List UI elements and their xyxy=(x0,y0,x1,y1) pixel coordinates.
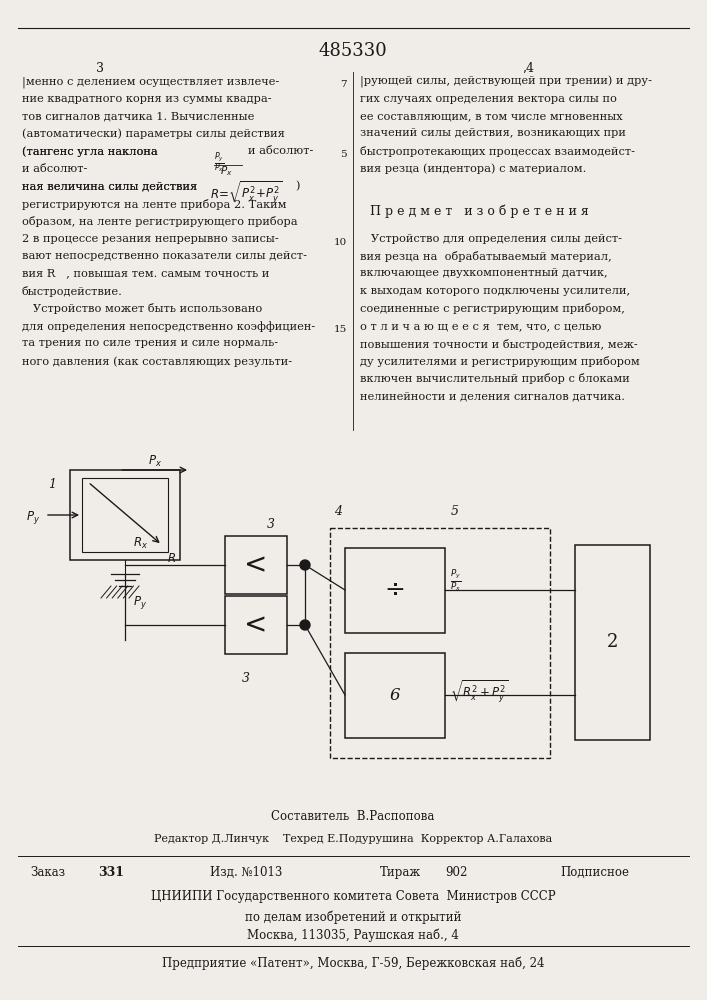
Text: $P_x$: $P_x$ xyxy=(220,164,233,178)
Text: $R\!=\!\sqrt{P_x^2\!+\!P_y^2}$: $R\!=\!\sqrt{P_x^2\!+\!P_y^2}$ xyxy=(210,180,283,206)
Text: ): ) xyxy=(295,181,300,191)
Text: ние квадратного корня из суммы квадра-: ние квадратного корня из суммы квадра- xyxy=(22,94,271,104)
Text: Заказ: Заказ xyxy=(30,866,65,879)
Text: вия резца (индентора) с материалом.: вия резца (индентора) с материалом. xyxy=(360,163,586,174)
Text: 1: 1 xyxy=(48,478,56,491)
Text: <: < xyxy=(245,551,268,579)
Text: 3: 3 xyxy=(242,672,250,685)
Text: ная величина силы действия: ная величина силы действия xyxy=(22,181,197,191)
Text: быстропротекающих процессах взаимодейст-: быстропротекающих процессах взаимодейст- xyxy=(360,146,635,157)
Bar xyxy=(330,528,550,758)
Text: к выходам которого подключены усилители,: к выходам которого подключены усилители, xyxy=(360,286,630,296)
Bar xyxy=(575,545,650,740)
Text: Составитель  В.Распопова: Составитель В.Распопова xyxy=(271,810,435,823)
Text: включающее двухкомпонентный датчик,: включающее двухкомпонентный датчик, xyxy=(360,268,607,278)
Text: тов сигналов датчика 1. Вычисленные: тов сигналов датчика 1. Вычисленные xyxy=(22,111,255,121)
Bar xyxy=(345,653,445,738)
Text: по делам изобретений и открытий: по делам изобретений и открытий xyxy=(245,910,461,924)
Text: 5: 5 xyxy=(340,150,347,159)
Text: Устройство может быть использовано: Устройство может быть использовано xyxy=(22,304,262,314)
Bar xyxy=(70,470,180,560)
Text: |менно с делением осуществляет извлече-: |менно с делением осуществляет извлече- xyxy=(22,76,279,88)
Text: 3: 3 xyxy=(267,518,275,531)
Text: Подписное: Подписное xyxy=(560,866,629,879)
Text: 3: 3 xyxy=(96,62,104,75)
Text: и абсолют-: и абсолют- xyxy=(22,163,88,174)
Text: 4: 4 xyxy=(526,62,534,75)
Bar xyxy=(82,478,168,552)
Text: (тангенс угла наклона: (тангенс угла наклона xyxy=(22,146,158,157)
Text: Редактор Д.Линчук    Техред Е.Подурушина  Корректор А.Галахова: Редактор Д.Линчук Техред Е.Подурушина Ко… xyxy=(154,834,552,844)
Text: ,: , xyxy=(523,62,527,75)
Text: образом, на ленте регистрирующего прибора: образом, на ленте регистрирующего прибор… xyxy=(22,216,298,227)
Bar xyxy=(345,548,445,633)
Text: 5: 5 xyxy=(451,505,459,518)
Text: регистрируются на ленте прибора 2. Таким: регистрируются на ленте прибора 2. Таким xyxy=(22,198,286,210)
Text: Москва, 113035, Раушская наб., 4: Москва, 113035, Раушская наб., 4 xyxy=(247,928,459,942)
Text: для определения непосредственно коэффициен-: для определения непосредственно коэффици… xyxy=(22,321,315,332)
Text: гих случаях определения вектора силы по: гих случаях определения вектора силы по xyxy=(360,94,617,104)
Text: Предприятие «Патент», Москва, Г-59, Бережковская наб, 24: Предприятие «Патент», Москва, Г-59, Бере… xyxy=(162,956,544,970)
Text: (автоматически) параметры силы действия: (автоматически) параметры силы действия xyxy=(22,128,285,139)
Circle shape xyxy=(300,560,310,570)
Text: и абсолют-: и абсолют- xyxy=(248,146,313,156)
Text: 331: 331 xyxy=(98,866,124,879)
Text: $\frac{P_y}{P_x}$: $\frac{P_y}{P_x}$ xyxy=(214,150,224,175)
Text: 15: 15 xyxy=(334,325,347,334)
Text: $R_x$: $R_x$ xyxy=(133,536,148,551)
Text: вия резца на  обрабатываемый материал,: вия резца на обрабатываемый материал, xyxy=(360,251,612,262)
Text: |рующей силы, действующей при трении) и дру-: |рующей силы, действующей при трении) и … xyxy=(360,76,652,88)
Text: $P_y$: $P_y$ xyxy=(26,509,40,526)
Text: Тираж: Тираж xyxy=(380,866,421,879)
Text: <: < xyxy=(245,611,268,639)
Text: $\frac{P_y}{P_x}$: $\frac{P_y}{P_x}$ xyxy=(450,568,461,594)
Text: та трения по силе трения и силе нормаль-: та трения по силе трения и силе нормаль- xyxy=(22,338,278,349)
Text: R: R xyxy=(168,552,176,565)
Text: $\sqrt{R_x^2+P_y^2}$: $\sqrt{R_x^2+P_y^2}$ xyxy=(450,679,508,705)
Text: 2: 2 xyxy=(607,633,618,651)
Circle shape xyxy=(300,620,310,630)
Text: 2 в процессе резания непрерывно записы-: 2 в процессе резания непрерывно записы- xyxy=(22,233,279,243)
Bar xyxy=(225,596,287,654)
Text: 4: 4 xyxy=(334,505,342,518)
Text: о т л и ч а ю щ е е с я  тем, что, с целью: о т л и ч а ю щ е е с я тем, что, с цель… xyxy=(360,321,602,331)
Text: 7: 7 xyxy=(340,80,347,89)
Text: ее составляющим, в том числе мгновенных: ее составляющим, в том числе мгновенных xyxy=(360,111,623,121)
Text: 485330: 485330 xyxy=(319,42,387,60)
Text: быстродействие.: быстродействие. xyxy=(22,286,123,297)
Bar xyxy=(225,536,287,594)
Text: соединенные с регистрирующим прибором,: соединенные с регистрирующим прибором, xyxy=(360,304,625,314)
Text: ду усилителями и регистрирующим прибором: ду усилителями и регистрирующим прибором xyxy=(360,356,640,367)
Text: $P_y$: $P_y$ xyxy=(133,594,147,611)
Text: вия R   , повышая тем. самым точность и: вия R , повышая тем. самым точность и xyxy=(22,268,269,278)
Text: Изд. №1013: Изд. №1013 xyxy=(210,866,282,879)
Text: П р е д м е т   и з о б р е т е н и я: П р е д м е т и з о б р е т е н и я xyxy=(370,205,589,218)
Text: вают непосредственно показатели силы дейст-: вают непосредственно показатели силы дей… xyxy=(22,251,307,261)
Text: 6: 6 xyxy=(390,686,400,704)
Text: (тангенс угла наклона: (тангенс угла наклона xyxy=(22,146,158,157)
Text: $P_x$: $P_x$ xyxy=(148,454,162,469)
Text: нелинейности и деления сигналов датчика.: нелинейности и деления сигналов датчика. xyxy=(360,391,625,401)
Text: повышения точности и быстродействия, меж-: повышения точности и быстродействия, меж… xyxy=(360,338,638,350)
Text: ЦНИИПИ Государственного комитета Совета  Министров СССР: ЦНИИПИ Государственного комитета Совета … xyxy=(151,890,555,903)
Text: значений силы действия, возникающих при: значений силы действия, возникающих при xyxy=(360,128,626,138)
Text: включен вычислительный прибор с блоками: включен вычислительный прибор с блоками xyxy=(360,373,630,384)
Text: ÷: ÷ xyxy=(385,578,405,602)
Text: ная величина силы действия: ная величина силы действия xyxy=(22,181,197,191)
Text: ного давления (как составляющих результи-: ного давления (как составляющих результи… xyxy=(22,356,292,367)
Text: 902: 902 xyxy=(445,866,467,879)
Text: Устройство для определения силы дейст-: Устройство для определения силы дейст- xyxy=(360,233,622,243)
Text: 10: 10 xyxy=(334,238,347,247)
